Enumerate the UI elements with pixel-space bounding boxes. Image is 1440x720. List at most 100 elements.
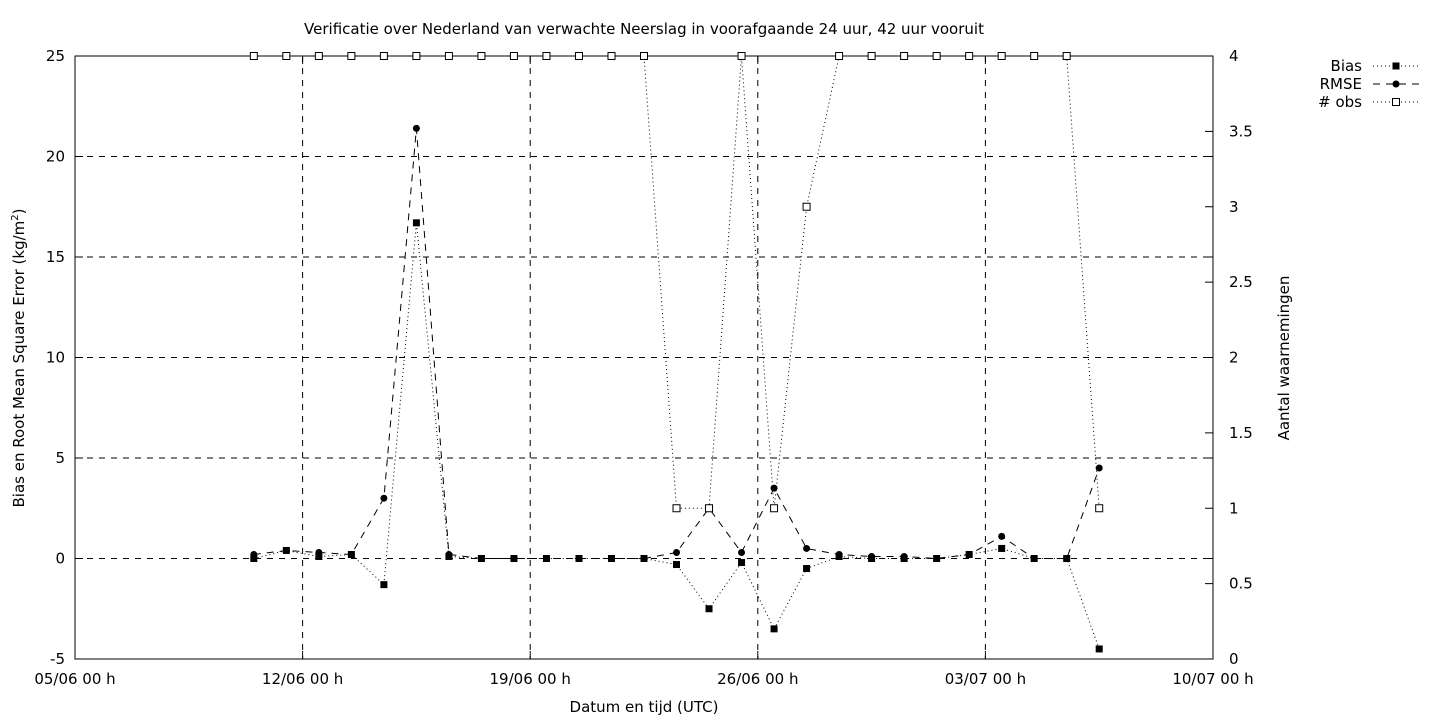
legend-label: # obs — [1318, 93, 1362, 111]
data-point — [250, 550, 258, 558]
series-line — [253, 55, 1100, 509]
y2-tick-label: 2.5 — [1229, 273, 1253, 291]
data-point — [640, 52, 648, 60]
x-tick-label: 10/07 00 h — [1172, 670, 1253, 688]
data-point — [509, 52, 518, 60]
y2-tick-label: 0.5 — [1229, 575, 1253, 593]
y2-tick-label: 3.5 — [1229, 122, 1253, 140]
data-point — [347, 550, 355, 558]
y2-tick-label: 1 — [1229, 499, 1239, 517]
data-point — [1095, 504, 1104, 513]
y-tick-label: 25 — [46, 47, 65, 65]
data-point — [315, 552, 323, 560]
data-point — [412, 52, 421, 60]
data-point — [607, 52, 616, 60]
chart-title: Verificatie over Nederland van verwachte… — [304, 20, 984, 38]
data-point — [1063, 555, 1071, 562]
data-point — [542, 555, 550, 562]
y2-tick-label: 0 — [1229, 650, 1239, 668]
data-point — [607, 555, 615, 562]
data-point — [932, 52, 941, 60]
data-point — [965, 550, 973, 558]
data-point — [705, 504, 714, 513]
data-point — [998, 532, 1006, 540]
legend-marker — [1392, 62, 1400, 70]
data-point — [315, 548, 323, 556]
axes: -5 0 5 10 15 20 25 0 0.5 1 1.5 2 2.5 3 3.5 4 05/06 00 h 1… — [34, 47, 1253, 688]
data-point — [445, 550, 453, 558]
data-point — [1030, 52, 1039, 60]
y-axis-label-close: ) — [10, 209, 28, 215]
y-tick-label: -5 — [50, 650, 65, 668]
x-tick-label: 03/07 00 h — [945, 670, 1026, 688]
grid — [75, 56, 1213, 659]
legend-label: RMSE — [1320, 75, 1362, 93]
data-point — [900, 52, 909, 60]
data-point — [379, 52, 388, 60]
y-axis-label-main: Bias en Root Mean Square Error (kg/m — [10, 221, 28, 508]
legend-marker — [1392, 80, 1400, 88]
y2-tick-label: 1.5 — [1229, 424, 1253, 442]
legend-marker — [1392, 98, 1400, 106]
data-point — [933, 555, 941, 562]
data-point — [835, 550, 843, 558]
data-point — [1030, 555, 1038, 562]
y-tick-label: 5 — [55, 449, 65, 467]
data-point — [803, 544, 811, 552]
data-point — [1095, 645, 1103, 653]
data-point — [640, 555, 648, 562]
data-point — [574, 52, 583, 60]
data-point — [412, 124, 420, 132]
y-tick-label: 20 — [46, 148, 65, 166]
legend-label: Bias — [1331, 57, 1363, 75]
data-point — [737, 52, 746, 60]
series-rmse — [250, 124, 1103, 562]
data-point — [803, 565, 811, 573]
data-point — [444, 52, 453, 60]
series-line — [253, 222, 1100, 650]
data-point — [510, 555, 518, 562]
data-point — [835, 52, 844, 60]
series-bias — [250, 219, 1103, 653]
y2-tick-label: 2 — [1229, 349, 1239, 367]
x-tick-label: 19/06 00 h — [490, 670, 571, 688]
data-point — [738, 559, 746, 567]
data-point — [705, 605, 713, 613]
data-point — [802, 202, 811, 211]
data-point — [868, 552, 876, 560]
data-point — [770, 504, 779, 513]
data-point — [867, 52, 876, 60]
x-axis-label: Datum en tijd (UTC) — [570, 698, 719, 716]
data-point — [314, 52, 323, 60]
data-point — [380, 581, 388, 589]
data-point — [282, 546, 290, 554]
data-point — [347, 52, 356, 60]
x-tick-label: 05/06 00 h — [34, 670, 115, 688]
data-point — [575, 555, 583, 562]
data-point — [998, 544, 1006, 552]
x-tick-label: 26/06 00 h — [717, 670, 798, 688]
data-point — [477, 52, 486, 60]
data-point — [282, 52, 291, 60]
y-axis-label-sup: 2 — [10, 214, 21, 220]
data-point — [1095, 464, 1103, 472]
data-point — [770, 625, 778, 633]
data-point — [542, 52, 551, 60]
y-tick-label: 10 — [46, 349, 65, 367]
data-point — [412, 219, 420, 227]
y2-tick-label: 4 — [1229, 47, 1239, 65]
y2-axis-label: Aantal waarnemingen — [1275, 276, 1293, 441]
data-point — [965, 52, 974, 60]
data-point — [380, 494, 388, 502]
data-point — [477, 555, 485, 562]
data-point — [1062, 52, 1071, 60]
x-tick-label: 12/06 00 h — [262, 670, 343, 688]
data-point — [249, 52, 258, 60]
data-point — [673, 548, 681, 556]
data-point — [672, 504, 681, 513]
series-line — [253, 128, 1100, 560]
data-point — [997, 52, 1006, 60]
y-tick-label: 0 — [55, 550, 65, 568]
